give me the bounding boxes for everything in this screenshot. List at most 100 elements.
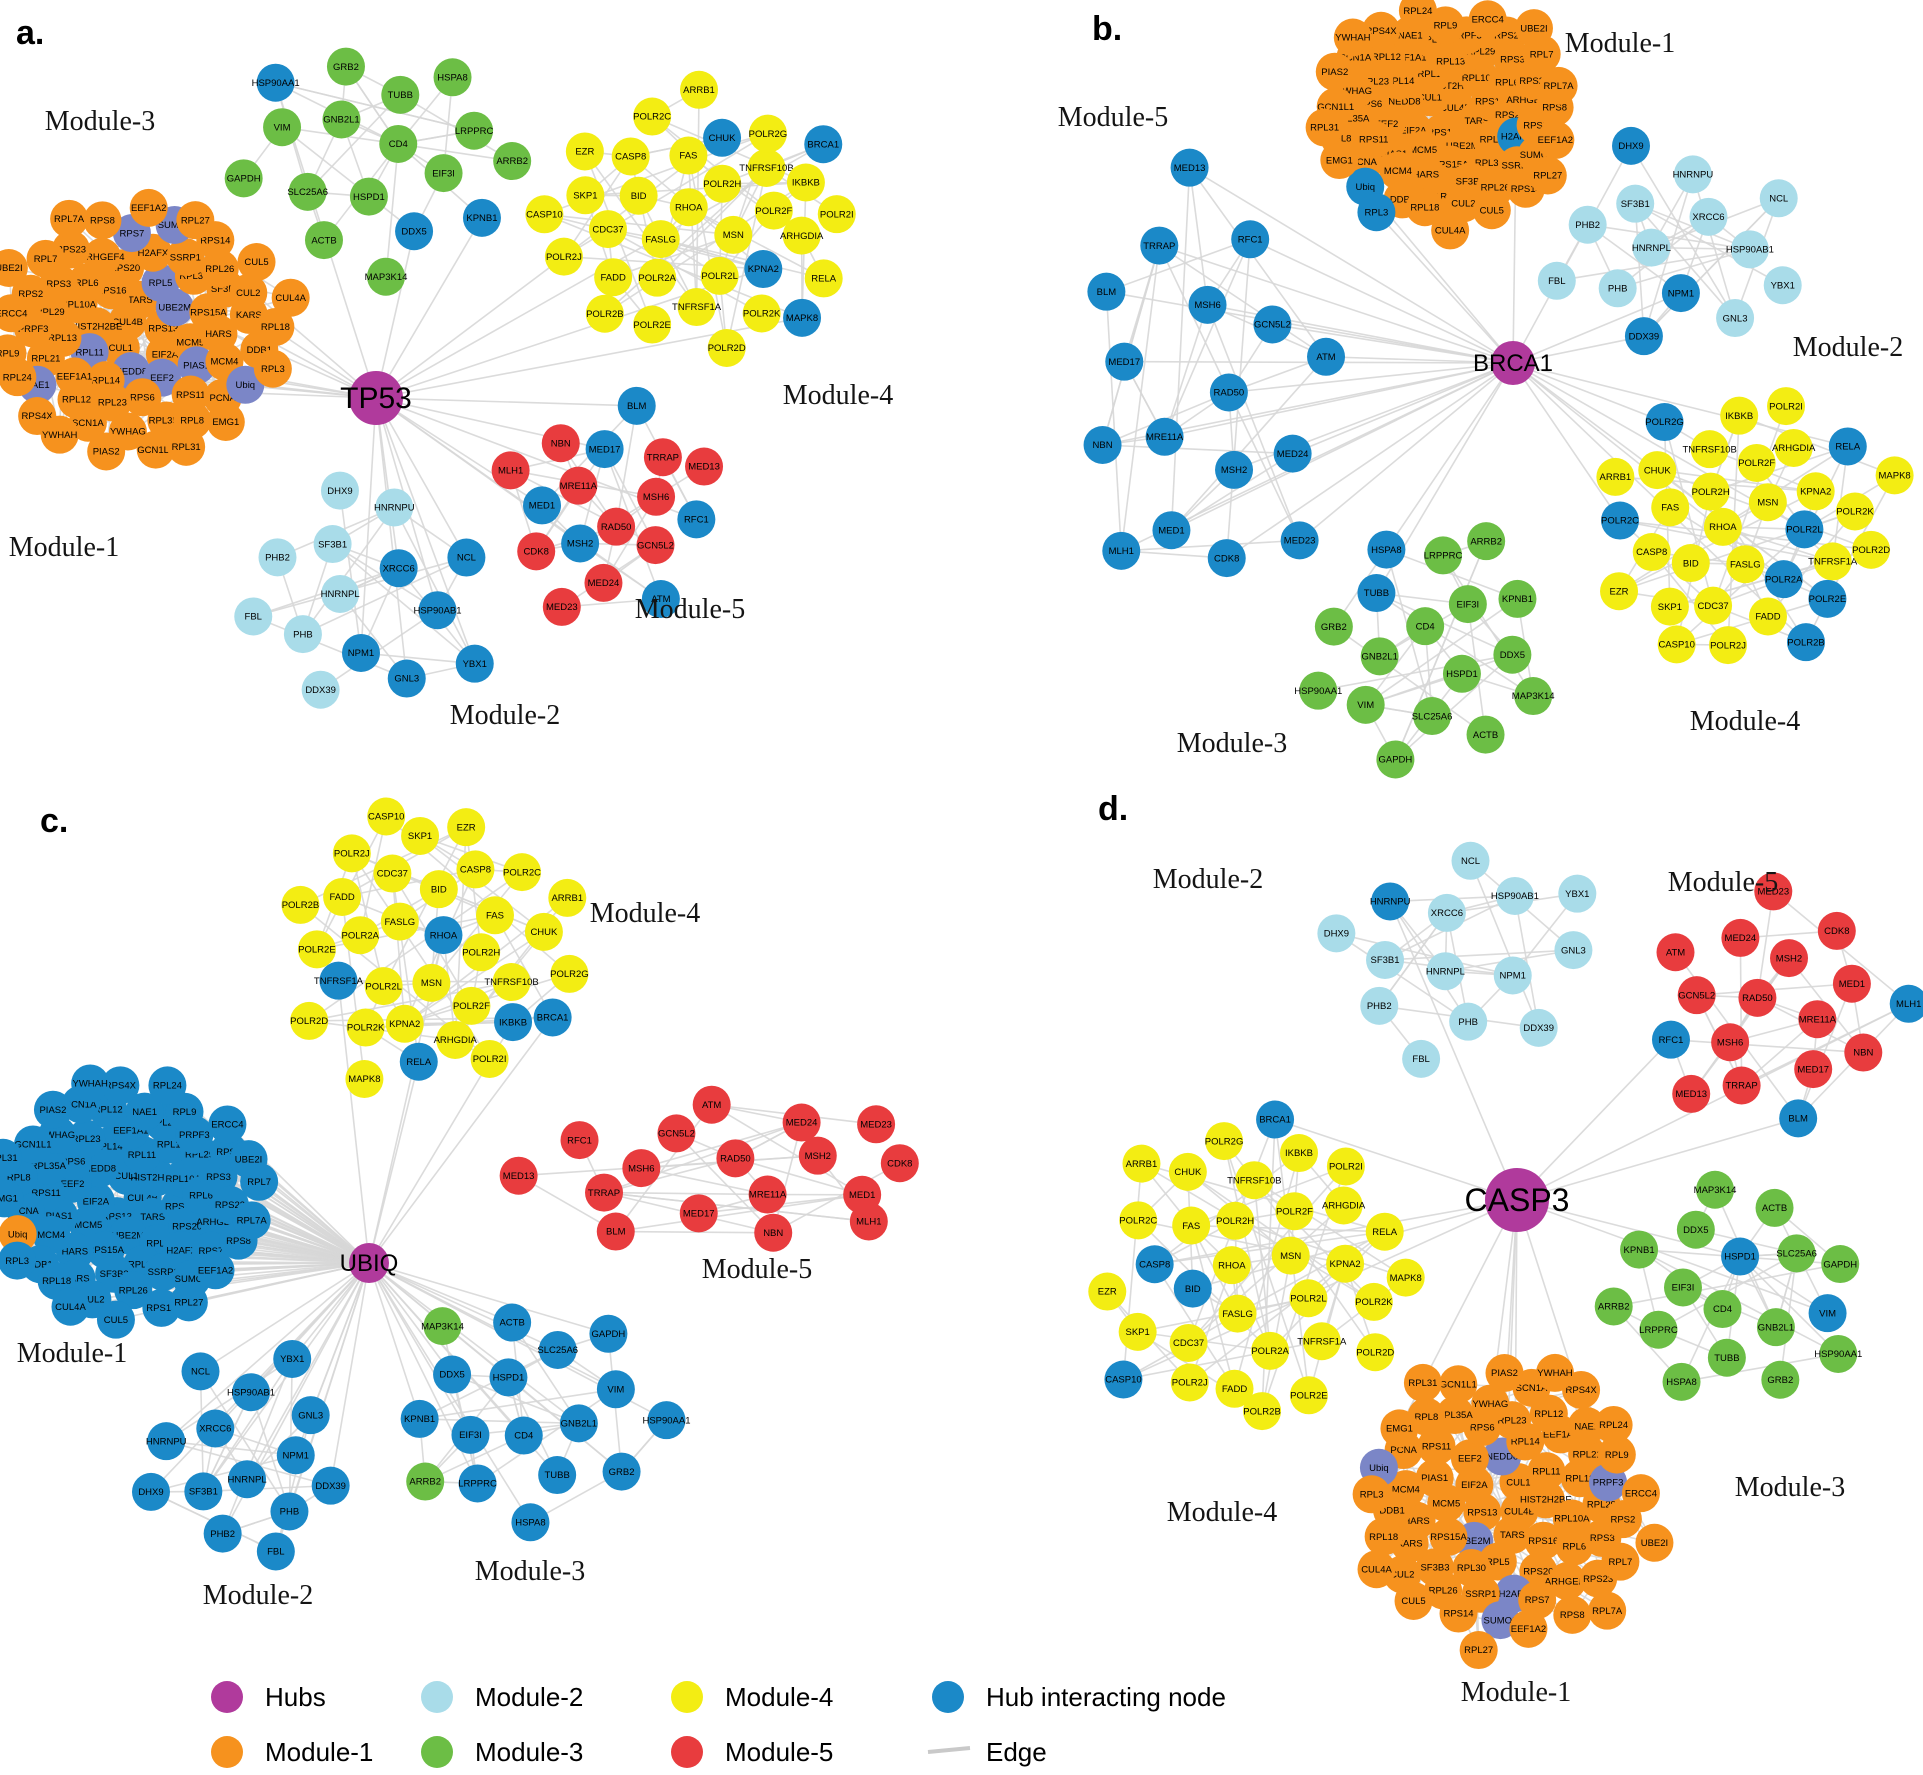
node-label: EEF1A2 [1511, 1624, 1546, 1635]
node-label: RPS23 [215, 1200, 245, 1211]
node-label: HNRNPU [374, 503, 415, 514]
node-RPL27 [176, 201, 215, 240]
node-label: MSH2 [1776, 953, 1802, 964]
node-PHB [283, 615, 322, 654]
node-label: POLR2F [1276, 1206, 1313, 1217]
node-MED23 [857, 1105, 896, 1144]
node-label: RPL21 [31, 354, 60, 365]
node-TNFRSF1A [1813, 542, 1852, 581]
node-label: UBE2I [235, 1154, 262, 1165]
node-CUL5 [237, 243, 276, 282]
node-HNRNPU [375, 488, 414, 527]
node-HSP90AA1 [1819, 1334, 1858, 1373]
node-EEF1A2 [129, 188, 168, 227]
node-label: MRE11A [1146, 432, 1184, 443]
node-UBE2I [1514, 9, 1553, 48]
node-HSPD1 [349, 177, 388, 216]
node-BLM [617, 386, 656, 425]
node-FBL [1402, 1039, 1441, 1078]
node-POLR2H [703, 164, 742, 203]
node-label: RPL7 [1530, 49, 1554, 60]
node-label: RPS20 [1495, 110, 1525, 121]
node-label: YWHAG [39, 1130, 75, 1141]
node-EMG1 [1380, 1409, 1419, 1448]
node-GCN1L1 [14, 1125, 53, 1164]
node-label: CD4 [1713, 1304, 1732, 1315]
hub-edge [1106, 290, 1514, 364]
hub-edge [375, 231, 415, 399]
node-label: ERCC4 [211, 1120, 243, 1131]
node-EMG1 [1320, 141, 1359, 180]
node-YWHAH [71, 1064, 110, 1103]
module-label-a-module-5: Module-5 [635, 594, 745, 625]
node-label: TARS [1500, 1530, 1525, 1541]
node-label: CUL2 [1390, 1570, 1414, 1581]
node-POLR2A [638, 258, 677, 297]
node-POLR2B [281, 885, 320, 924]
node-RELA [1828, 427, 1867, 466]
node-label: BLM [627, 401, 647, 412]
node-label: MCM5 [1409, 145, 1437, 156]
node-BLM [596, 1212, 635, 1251]
node-NCL [447, 538, 486, 577]
node-NBN [1083, 426, 1122, 465]
hub-label-UBIQ: UBIQ [340, 1250, 399, 1277]
node-TNFRSF1A [677, 288, 716, 327]
node-label: DDB1 [1390, 195, 1415, 206]
node-label: SKP1 [1658, 602, 1682, 613]
node-GCN1L1 [136, 430, 175, 469]
node-label: LRPPRC [458, 1479, 497, 1490]
node-label: PHB [293, 629, 313, 640]
node-MED23 [1280, 521, 1319, 560]
node-MLH1 [1889, 984, 1923, 1023]
node-label: Ubiq [8, 1229, 28, 1240]
node-label: POLR2G [1645, 417, 1684, 428]
node-label: POLR2H [703, 179, 741, 190]
node-label: CUL5 [1401, 1596, 1425, 1607]
node-POLR2G [748, 114, 787, 153]
node-label: POLR2J [546, 252, 582, 263]
edge [221, 1358, 293, 1534]
node-label: HARS [1403, 1516, 1429, 1527]
node-ACTB [1755, 1188, 1794, 1227]
node-label: FADD [329, 892, 354, 903]
node-label: POLR2G [749, 129, 788, 140]
node-label: Ubiq [1369, 1463, 1389, 1474]
edge [1797, 983, 1853, 1119]
node-label: EMG1 [1326, 155, 1353, 166]
node-label: RPL7A [237, 1216, 268, 1227]
node-TUBB [1357, 574, 1396, 613]
node-label: RPL23 [98, 398, 127, 409]
module-label-c-module-3: Module-3 [475, 1556, 585, 1587]
node-MSH2 [1215, 450, 1254, 489]
node-label: MED23 [1284, 536, 1316, 547]
node-label: CDC37 [377, 869, 408, 880]
node-label: PRPF3 [179, 1130, 210, 1141]
node-SF3B1 [313, 525, 352, 564]
node-RPL7 [26, 239, 65, 278]
panel-b-module-5: RAD50 MRE11A MSH6 MSH2 MED17 GCN5L2 MED1 TRRAP M… [1083, 148, 1346, 578]
node-MED13 [1672, 1074, 1711, 1113]
edge [1587, 224, 1682, 294]
node-label: RPL29 [1587, 1499, 1616, 1510]
node-label: CDC37 [1173, 1338, 1204, 1349]
node-label: HSP90AA1 [252, 78, 300, 89]
node-label: POLR2J [1172, 1378, 1208, 1389]
node-DHX9 [320, 471, 359, 510]
node-label: GCN5L2 [1254, 320, 1291, 331]
node-label: EZR [457, 822, 476, 833]
node-MAPK8 [783, 298, 822, 337]
node-label: MCM5 [1432, 1498, 1460, 1509]
edge [288, 1358, 294, 1512]
node-label: RPS7 [120, 228, 145, 239]
node-UBE2I [1635, 1523, 1674, 1562]
edge [615, 1104, 713, 1232]
node-label: PIAS2 [93, 447, 120, 458]
module-label-d-module-5: Module-5 [1668, 867, 1778, 898]
node-label: RHOA [675, 202, 703, 213]
node-MED24 [1273, 434, 1312, 473]
node-label: KPNB1 [404, 1414, 435, 1425]
node-POLR2D [290, 1001, 329, 1040]
hub-edge [1389, 901, 1518, 1201]
node-label: RPS3 [46, 279, 71, 290]
